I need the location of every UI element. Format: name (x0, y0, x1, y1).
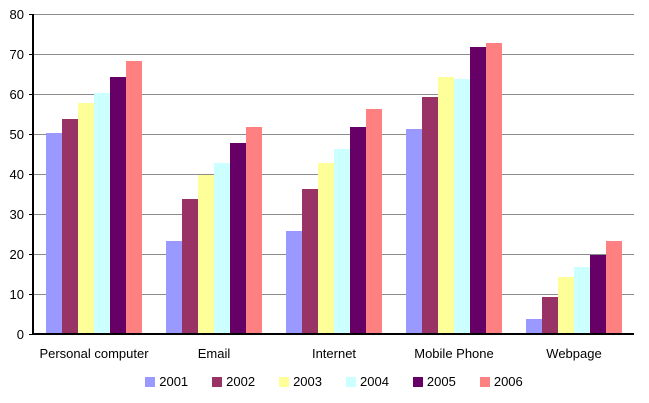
bar-2006-email (246, 127, 262, 335)
bar-2005-internet (350, 127, 366, 335)
bar-2004-internet (334, 149, 350, 335)
legend-swatch-2001 (145, 377, 156, 387)
bar-2005-email (230, 143, 246, 335)
y-axis-line (32, 15, 34, 335)
legend-label-2006: 2006 (493, 374, 523, 389)
bar-2002-email (182, 199, 198, 335)
bar-2002-mobile-phone (422, 97, 438, 335)
y-tick-10 (29, 294, 34, 295)
gridline-70 (34, 54, 634, 55)
legend-swatch-2006 (479, 377, 490, 387)
legend-swatch-2002 (212, 377, 223, 387)
bar-2005-mobile-phone (470, 47, 486, 335)
legend-label-2002: 2002 (226, 374, 256, 389)
legend-label-2001: 2001 (159, 374, 189, 389)
bar-2004-mobile-phone (454, 79, 470, 335)
bar-2003-personal-computer (78, 103, 94, 335)
bar-2003-email (198, 175, 214, 335)
legend-swatch-2004 (346, 377, 356, 387)
x-axis-label-email: Email (197, 346, 231, 361)
bar-2004-personal-computer (94, 93, 110, 335)
y-axis-label-20: 20 (9, 247, 24, 262)
y-tick-0 (29, 334, 34, 335)
y-axis-label-30: 30 (9, 207, 24, 222)
legend-item-2006: 2006 (479, 374, 523, 389)
bar-2006-personal-computer (126, 61, 142, 335)
y-tick-40 (29, 174, 34, 175)
bar-2006-webpage (606, 241, 622, 335)
bar-2005-webpage (590, 255, 606, 335)
bar-2006-internet (366, 109, 382, 335)
y-axis-label-70: 70 (9, 47, 24, 62)
legend-label-2003: 2003 (293, 374, 322, 389)
y-tick-50 (29, 134, 34, 135)
y-tick-80 (29, 14, 34, 15)
x-axis-label-internet: Internet (311, 346, 357, 361)
legend-swatch-2005 (412, 377, 423, 387)
legend-item-2001: 2001 (145, 375, 188, 389)
bar-2004-email (214, 163, 230, 335)
y-tick-60 (29, 94, 34, 95)
bar-2001-internet (286, 231, 302, 335)
legend-label-2004: 2004 (360, 374, 389, 389)
bar-2002-personal-computer (62, 119, 78, 335)
bar-2002-internet (302, 189, 318, 335)
bar-2003-mobile-phone (438, 77, 454, 335)
bar-2001-email (166, 241, 182, 335)
bar-2001-webpage (526, 319, 542, 335)
x-axis-label-personal-computer: Personal computer (39, 346, 149, 361)
legend-swatch-2003 (279, 377, 290, 387)
x-axis-label-webpage: Webpage (546, 346, 602, 361)
legend-label-2005: 2005 (426, 374, 456, 389)
y-axis-label-0: 0 (16, 327, 24, 342)
bar-2006-mobile-phone (486, 43, 502, 335)
y-tick-70 (29, 54, 34, 55)
legend-item-2005: 2005 (412, 374, 456, 389)
y-axis-label-50: 50 (9, 127, 24, 142)
y-axis-label-10: 10 (9, 287, 24, 302)
y-axis-label-40: 40 (9, 167, 24, 182)
bar-2005-personal-computer (110, 77, 126, 335)
y-tick-30 (29, 214, 34, 215)
gridline-60 (34, 94, 634, 95)
bar-2001-personal-computer (46, 133, 62, 335)
y-tick-20 (29, 254, 34, 255)
y-axis-label-80: 80 (9, 7, 24, 22)
legend-item-2002: 2002 (212, 375, 255, 389)
x-axis-line (32, 333, 634, 335)
bar-2003-webpage (558, 277, 574, 335)
bar-2001-mobile-phone (406, 129, 422, 335)
legend: 2001 2002 2003 2004 2005 2006 (34, 375, 634, 389)
bar-2003-internet (318, 163, 334, 335)
bar-2002-webpage (542, 297, 558, 335)
legend-item-2003: 2003 (279, 375, 322, 389)
x-axis-label-mobile-phone: Mobile Phone (414, 346, 494, 361)
legend-item-2004: 2004 (346, 375, 389, 389)
y-axis-label-60: 60 (9, 87, 24, 102)
gridline-50 (34, 134, 634, 135)
gridline-80 (34, 14, 634, 15)
bar-2004-webpage (574, 267, 590, 335)
